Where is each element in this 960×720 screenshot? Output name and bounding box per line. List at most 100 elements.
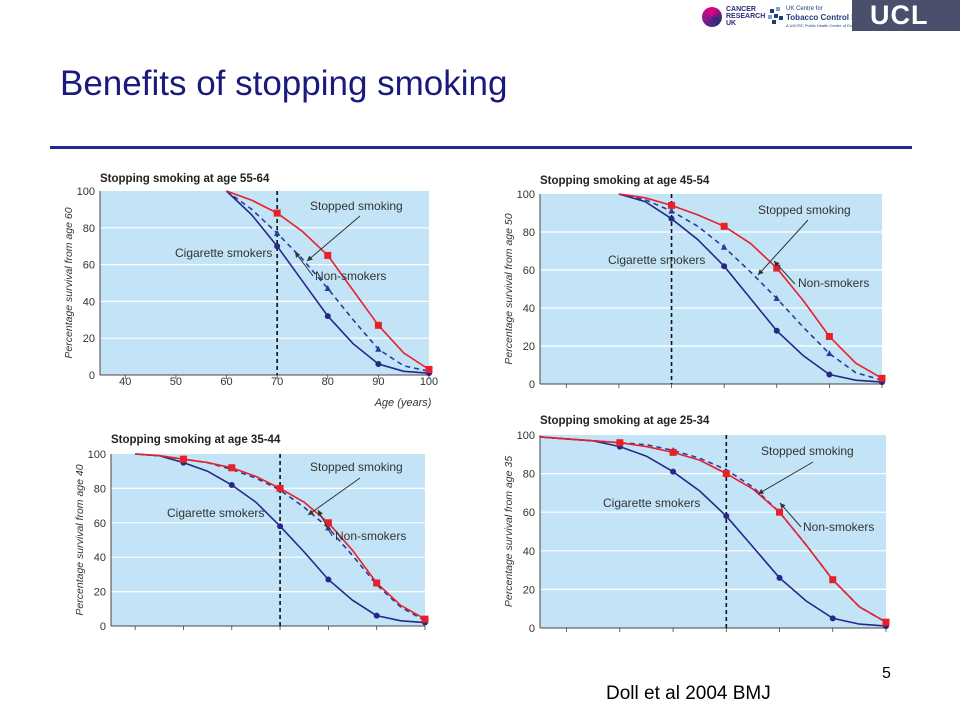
series-line-stopped [618, 193, 883, 379]
arrowhead-non [780, 503, 786, 509]
marker-stopped [228, 464, 236, 472]
label-non-smokers: Non-smokers [335, 529, 406, 543]
y-tick-label: 80 [94, 483, 106, 495]
marker-stopped [669, 448, 677, 456]
marker-stopped [421, 615, 429, 623]
x-tick-label: 50 [170, 376, 182, 388]
y-tick-label: 0 [100, 621, 106, 633]
marker-stopped [374, 321, 382, 329]
marker-stopped [616, 439, 624, 447]
marker-stopped [276, 484, 284, 492]
x-tick-label: 100 [420, 376, 438, 388]
marker-stopped [720, 222, 728, 230]
label-cigarette-smokers: Cigarette smokers [175, 246, 272, 260]
ucl-logo: UCL [852, 0, 960, 31]
y-tick-label: 100 [517, 189, 535, 201]
label-stopped-smoking: Stopped smoking [758, 203, 851, 217]
chart-title: Stopping smoking at age 35-44 [111, 434, 281, 446]
y-tick-label: 0 [89, 370, 95, 382]
arrow-stopped [307, 477, 361, 516]
x-tick-label: 80 [322, 376, 334, 388]
marker-smokers [670, 468, 677, 475]
marker-stopped [324, 251, 332, 259]
y-tick-label: 0 [529, 623, 535, 635]
y-tick-label: 100 [517, 430, 535, 442]
y-axis-label: Percentage survival from age 35 [503, 456, 515, 607]
y-tick-label: 80 [523, 227, 535, 239]
marker-non [325, 524, 332, 531]
marker-stopped [324, 519, 332, 527]
y-tick-label: 20 [94, 587, 106, 599]
label-cigarette-smokers: Cigarette smokers [167, 506, 264, 520]
tobacco-control-logo: UK Centre for Tobacco Control Studies A … [768, 5, 880, 29]
marker-non [826, 350, 833, 357]
marker-stopped [273, 209, 281, 217]
y-tick-label: 40 [94, 552, 106, 564]
y-tick-label: 60 [94, 518, 106, 530]
marker-smokers [277, 523, 284, 530]
title-divider [50, 146, 912, 149]
series-line-stopped [539, 436, 887, 623]
y-tick-label: 20 [523, 341, 535, 353]
y-tick-label: 60 [523, 265, 535, 277]
arrow-stopped [757, 461, 814, 495]
marker-non [273, 229, 281, 236]
chart-panel-35-44: 0 20 40 60 80 100 Stopping smoking at age 35-4… [74, 434, 429, 633]
y-axis-label: Percentage survival from age 40 [74, 464, 86, 615]
marker-smokers [668, 215, 675, 222]
arrowhead-non [295, 252, 301, 258]
marker-smokers [373, 612, 380, 619]
cancer-research-uk-icon [702, 7, 722, 27]
y-tick-label: 40 [523, 303, 535, 315]
series-line-non [618, 193, 883, 381]
label-non-smokers: Non-smokers [803, 520, 874, 534]
marker-smokers [228, 481, 235, 488]
x-tick-label: 90 [372, 376, 384, 388]
y-tick-label: 20 [83, 333, 95, 345]
chart-title: Stopping smoking at age 55-64 [100, 173, 270, 185]
x-tick-label: 40 [119, 376, 131, 388]
marker-stopped [425, 365, 433, 373]
y-tick-label: 20 [523, 584, 535, 596]
arrow-stopped [306, 215, 361, 262]
arrowhead-stopped [307, 255, 313, 261]
arrowhead-stopped [758, 488, 764, 494]
marker-non [324, 285, 331, 292]
y-tick-label: 40 [523, 546, 535, 558]
marker-smokers [773, 327, 780, 334]
x-axis-label: Age (years) [374, 397, 432, 409]
arrowhead-stopped [308, 509, 314, 515]
label-stopped-smoking: Stopped smoking [310, 460, 403, 474]
y-tick-label: 80 [83, 223, 95, 235]
y-tick-label: 0 [529, 379, 535, 391]
marker-stopped [179, 455, 187, 463]
chart-panel-55-64: 0 20 40 60 80 100 40 50 60 70 80 90 100 Age (years) St… [63, 173, 438, 409]
plot-background [100, 191, 429, 375]
arrowhead-non [774, 261, 780, 267]
tobacco-line2: Tobacco Control Studies [786, 13, 881, 22]
y-tick-label: 80 [523, 469, 535, 481]
plot-background [540, 194, 882, 384]
y-tick-label: 100 [77, 186, 95, 198]
marker-smokers [826, 371, 833, 378]
marker-stopped [373, 579, 381, 587]
label-cigarette-smokers: Cigarette smokers [608, 253, 705, 267]
series-line-smokers [618, 193, 883, 383]
marker-smokers [324, 313, 331, 320]
chart-panel-45-54: 0 20 40 60 80 100 Stopping smoking at age 45-5… [503, 175, 886, 391]
marker-non [720, 243, 728, 250]
marker-stopped [882, 618, 890, 626]
label-cigarette-smokers: Cigarette smokers [603, 496, 700, 510]
cancer-research-uk-logo: CANCER RESEARCH UK [702, 4, 766, 30]
slide-title: Benefits of stopping smoking [60, 64, 508, 103]
marker-stopped [878, 374, 886, 382]
marker-non [773, 295, 780, 301]
cancer-research-uk-text: CANCER RESEARCH UK [726, 6, 766, 27]
tobacco-control-icon [768, 7, 783, 24]
marker-stopped [722, 470, 730, 478]
label-non-smokers: Non-smokers [315, 269, 386, 283]
tobacco-line1: UK Centre for [786, 6, 823, 12]
label-stopped-smoking: Stopped smoking [761, 444, 854, 458]
label-stopped-smoking: Stopped smoking [310, 199, 403, 213]
marker-stopped [773, 264, 781, 272]
